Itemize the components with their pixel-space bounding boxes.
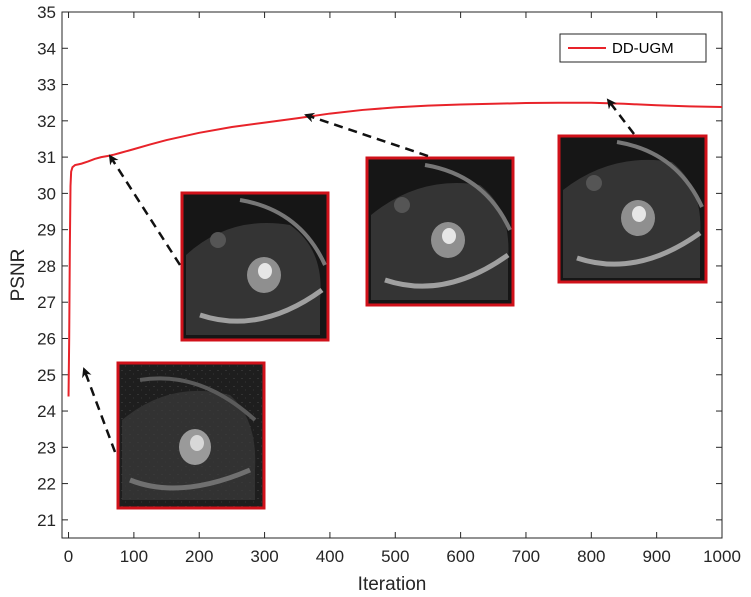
x-axis-ticks: 0 100 200 300 400 500 600 700 800 900 1000 [64,12,741,566]
y-tick-label: 23 [37,438,56,457]
y-tick-label: 21 [37,511,56,530]
y-tick-label: 29 [37,221,56,240]
x-tick-label: 0 [64,547,73,566]
y-tick-label: 31 [37,148,56,167]
inset-image-3 [365,156,515,307]
x-tick-label: 300 [250,547,278,566]
y-tick-label: 30 [37,184,56,203]
inset-image-4 [557,134,708,284]
annotation-arrow-3 [304,112,429,158]
y-tick-label: 35 [37,3,56,22]
x-tick-label: 600 [446,547,474,566]
x-tick-label: 200 [185,547,213,566]
annotation-arrow-4 [606,98,635,135]
x-tick-label: 800 [577,547,605,566]
legend-label-dd-ugm: DD-UGM [612,40,674,57]
y-axis-label: PSNR [8,249,29,302]
series-line-dd-ugm [67,101,723,397]
y-tick-label: 28 [37,257,56,276]
x-tick-label: 1000 [703,547,741,566]
y-tick-label: 27 [37,293,56,312]
x-axis-label: Iteration [358,574,427,595]
x-tick-label: 500 [381,547,409,566]
y-tick-label: 33 [37,76,56,95]
x-tick-label: 100 [120,547,148,566]
y-tick-label: 34 [37,39,56,58]
y-tick-label: 32 [37,112,56,131]
inset-image-1 [116,361,266,510]
annotation-arrows [82,98,635,453]
x-tick-label: 700 [512,547,540,566]
x-tick-label: 400 [316,547,344,566]
y-tick-label: 25 [37,366,56,385]
x-tick-label: 900 [642,547,670,566]
y-tick-label: 26 [37,329,56,348]
y-tick-label: 24 [37,402,56,421]
y-tick-label: 22 [37,475,56,494]
inset-image-2 [180,191,330,342]
legend: DD-UGM [559,33,707,63]
annotation-arrow-2 [108,154,182,266]
y-axis-ticks: 21 22 23 24 25 26 27 28 29 30 31 32 33 34 35 [37,3,722,530]
